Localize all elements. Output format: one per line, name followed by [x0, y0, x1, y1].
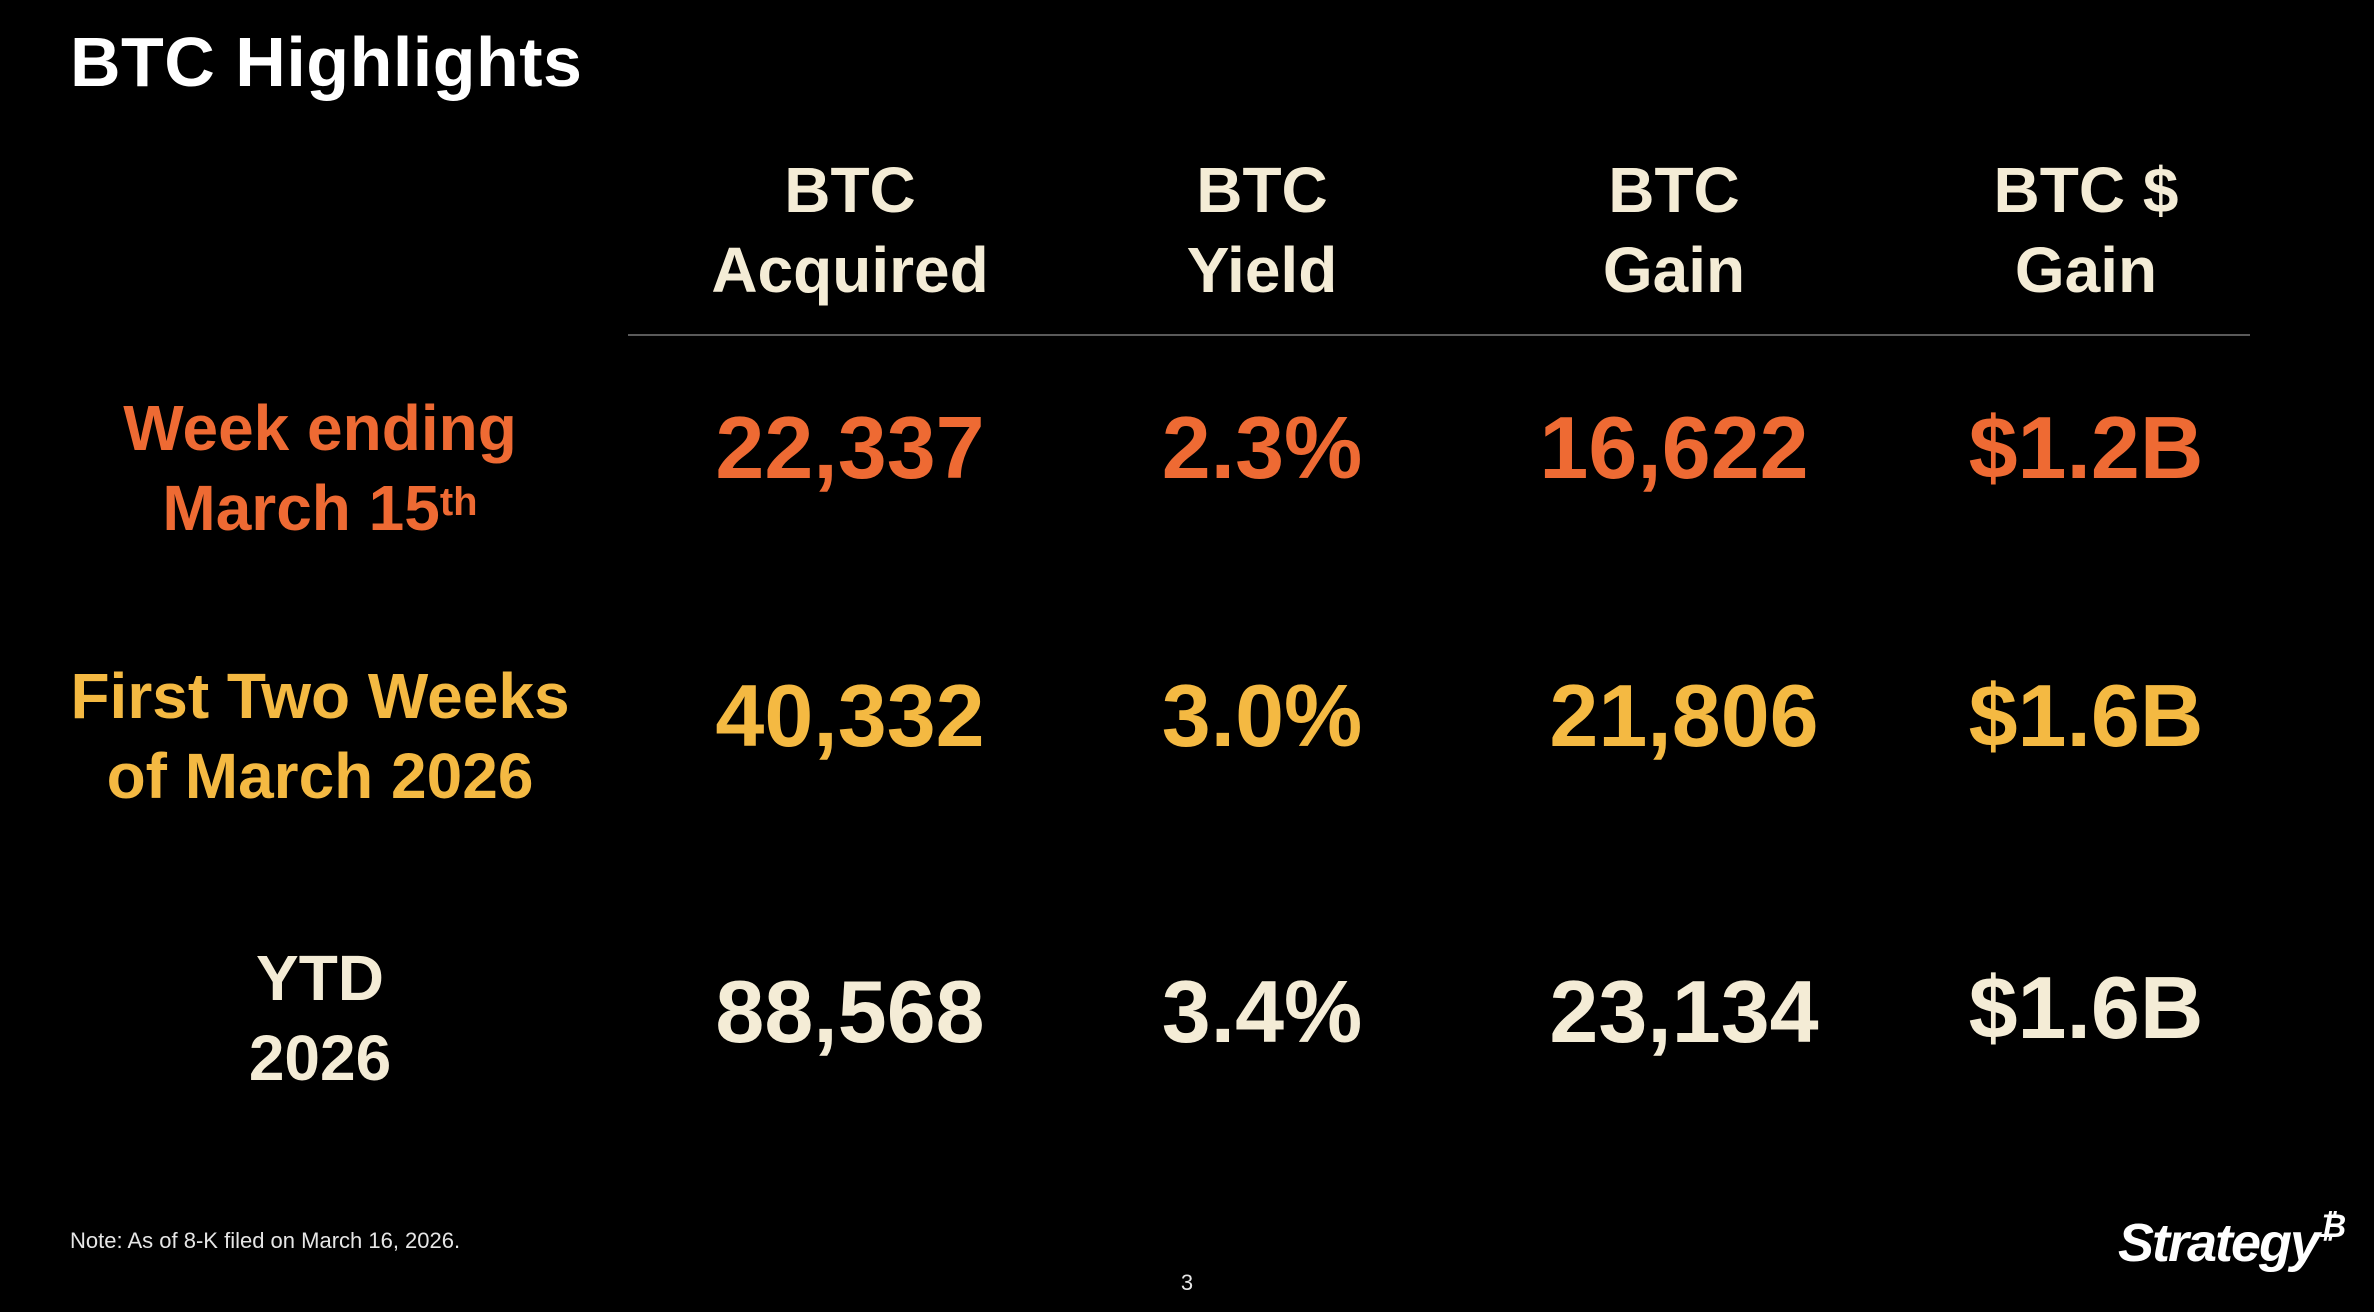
strategy-logo: Strategy₿ [2118, 1208, 2347, 1273]
ytd-btc-yield: 3.4% [1161, 962, 1363, 1061]
column-header-btc-acquired: BTC Acquired [711, 154, 989, 306]
column-header-btc-gain: BTC Gain [1602, 154, 1746, 306]
bitcoin-icon: ₿ [2318, 1208, 2347, 1244]
page-number: 3 [1180, 1270, 1194, 1295]
page-title: BTC Highlights [70, 23, 583, 101]
row-label-week-ending: Week ending March 15th [123, 392, 517, 544]
ytd-btc-acquired: 88,568 [715, 962, 985, 1061]
two-weeks-btc-dollar-gain: $1.6B [1968, 666, 2204, 765]
column-header-btc-yield: BTC Yield [1186, 154, 1338, 306]
row-label-ytd: YTD 2026 [248, 942, 392, 1094]
two-weeks-btc-gain: 21,806 [1549, 666, 1819, 765]
week-btc-dollar-gain: $1.2B [1968, 398, 2204, 497]
ytd-btc-gain: 23,134 [1549, 962, 1819, 1061]
column-header-btc-dollar-gain: BTC $ Gain [1993, 154, 2179, 306]
week-btc-yield: 2.3% [1161, 398, 1363, 497]
week-btc-gain: 16,622 [1539, 398, 1809, 497]
two-weeks-btc-acquired: 40,332 [715, 666, 985, 765]
week-btc-acquired: 22,337 [715, 398, 985, 497]
footnote: Note: As of 8-K filed on March 16, 2026. [70, 1228, 461, 1253]
two-weeks-btc-yield: 3.0% [1161, 666, 1363, 765]
header-divider [628, 334, 2250, 336]
row-label-first-two-weeks: First Two Weeks of March 2026 [70, 660, 570, 812]
ytd-btc-dollar-gain: $1.6B [1968, 958, 2204, 1057]
